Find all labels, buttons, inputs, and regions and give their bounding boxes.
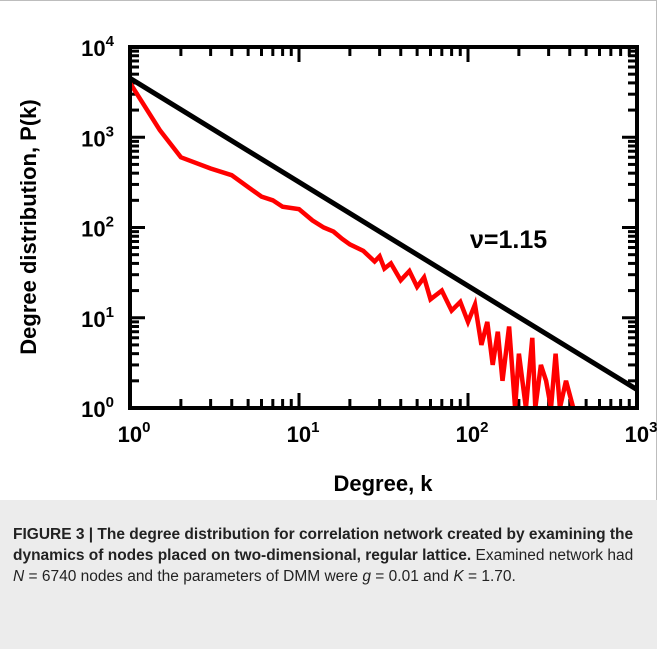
axis-ticks xyxy=(130,47,637,408)
caption-body-3: = 0.01 and xyxy=(371,568,454,585)
y-tick-label: 102 xyxy=(81,214,114,242)
x-axis-label: Degree, k xyxy=(333,471,433,496)
y-tick-label: 100 xyxy=(81,394,114,422)
caption-figure-label: FIGURE 3 | The degree distribution for c… xyxy=(13,526,634,564)
x-tick-label: 102 xyxy=(456,419,489,447)
plot-frame xyxy=(128,45,639,410)
series-layer xyxy=(130,76,637,408)
series-line-red xyxy=(130,81,576,408)
y-axis-label: Degree distribution, P(k) xyxy=(16,99,41,354)
x-tick-label: 101 xyxy=(287,419,320,447)
caption-text: FIGURE 3 | The degree distribution for c… xyxy=(13,524,643,587)
y-tick-label: 101 xyxy=(81,304,114,332)
figure-caption: FIGURE 3 | The degree distribution for c… xyxy=(0,500,657,649)
series-line-black-fit xyxy=(130,76,637,392)
degree-distribution-chart: 100 101 102 103 100 101 102 103 104 Degree, k De… xyxy=(16,33,657,496)
caption-body-4: = 1.70. xyxy=(463,568,516,585)
x-tick-label: 103 xyxy=(625,419,657,447)
frame-top-border xyxy=(0,0,657,1)
y-tick-label: 103 xyxy=(81,123,114,151)
tick-labels: 100 101 102 103 100 101 102 103 104 xyxy=(81,33,657,447)
caption-var-k: K xyxy=(453,568,464,585)
caption-var-g: g xyxy=(362,568,371,585)
x-tick-label: 100 xyxy=(118,419,151,447)
exponent-annotation: ν=1.15 xyxy=(470,226,547,254)
caption-body-1: Examined network had xyxy=(471,547,634,564)
caption-body-2: = 6740 nodes and the parameters of DMM w… xyxy=(24,568,363,585)
caption-var-n: N xyxy=(13,568,25,585)
y-tick-label: 104 xyxy=(81,33,114,61)
